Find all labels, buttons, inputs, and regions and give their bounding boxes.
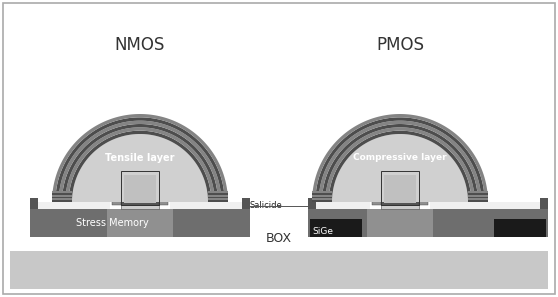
- Bar: [121, 171, 159, 205]
- Bar: [540, 198, 548, 209]
- Bar: [52, 195, 72, 197]
- Text: Compressive layer: Compressive layer: [353, 153, 447, 162]
- Bar: [372, 171, 381, 205]
- Bar: [384, 175, 416, 203]
- Polygon shape: [69, 131, 211, 202]
- Bar: [170, 202, 246, 209]
- Bar: [381, 171, 419, 205]
- Bar: [10, 251, 548, 289]
- Bar: [312, 193, 332, 195]
- Bar: [52, 200, 72, 202]
- Bar: [468, 197, 488, 198]
- Bar: [121, 205, 159, 209]
- Bar: [52, 197, 72, 198]
- Polygon shape: [315, 117, 485, 202]
- Bar: [124, 175, 156, 203]
- Bar: [308, 198, 316, 209]
- Text: Tensile layer: Tensile layer: [105, 153, 175, 163]
- Bar: [308, 209, 548, 237]
- Bar: [52, 198, 72, 200]
- Polygon shape: [325, 127, 475, 202]
- Text: Salicide: Salicide: [250, 201, 283, 210]
- Bar: [208, 198, 228, 200]
- Bar: [312, 191, 332, 193]
- Bar: [468, 193, 488, 195]
- Bar: [208, 193, 228, 195]
- Polygon shape: [52, 114, 228, 202]
- Bar: [468, 191, 488, 193]
- Bar: [310, 219, 362, 237]
- Text: SiGe: SiGe: [312, 228, 333, 236]
- Bar: [121, 171, 159, 205]
- Bar: [468, 198, 488, 200]
- Bar: [208, 200, 228, 202]
- Bar: [30, 198, 38, 209]
- Bar: [52, 191, 72, 193]
- Polygon shape: [319, 121, 482, 202]
- Bar: [312, 200, 332, 202]
- Bar: [159, 171, 168, 205]
- Bar: [430, 202, 544, 209]
- Bar: [208, 195, 228, 197]
- Polygon shape: [59, 121, 222, 202]
- Polygon shape: [332, 134, 468, 202]
- Polygon shape: [62, 124, 218, 202]
- Bar: [32, 202, 110, 209]
- Polygon shape: [55, 117, 225, 202]
- Bar: [381, 171, 419, 205]
- Text: PMOS: PMOS: [376, 36, 424, 54]
- Polygon shape: [65, 127, 215, 202]
- Bar: [381, 205, 419, 209]
- Bar: [208, 191, 228, 193]
- Bar: [419, 171, 428, 205]
- Bar: [208, 197, 228, 198]
- Text: Stress Memory: Stress Memory: [76, 218, 148, 228]
- Bar: [112, 171, 121, 205]
- Bar: [312, 198, 332, 200]
- Polygon shape: [322, 124, 478, 202]
- Bar: [494, 219, 546, 237]
- Polygon shape: [329, 131, 472, 202]
- Bar: [312, 197, 332, 198]
- Bar: [468, 195, 488, 197]
- Text: BOX: BOX: [266, 232, 292, 245]
- Bar: [242, 198, 250, 209]
- Bar: [468, 200, 488, 202]
- Bar: [107, 209, 173, 237]
- Bar: [52, 193, 72, 195]
- Bar: [30, 209, 250, 237]
- Text: NMOS: NMOS: [115, 36, 165, 54]
- Polygon shape: [72, 134, 208, 202]
- Bar: [312, 195, 332, 197]
- Bar: [310, 202, 370, 209]
- Polygon shape: [312, 114, 488, 202]
- Bar: [367, 209, 433, 237]
